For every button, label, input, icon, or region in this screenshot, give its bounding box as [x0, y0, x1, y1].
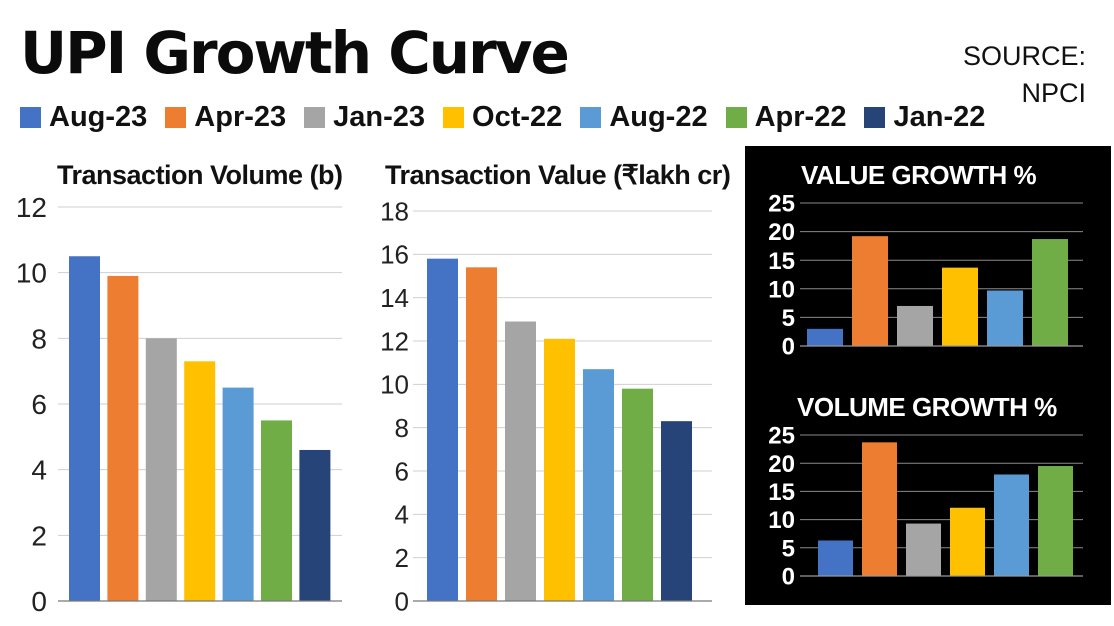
y-tick-label: 5	[782, 305, 795, 332]
bar	[622, 388, 653, 601]
y-tick-label: 4	[31, 455, 47, 486]
bar	[987, 290, 1023, 346]
legend-label: Aug-23	[49, 101, 148, 133]
y-tick-label: 12	[380, 326, 409, 356]
legend-label: Apr-23	[194, 101, 287, 133]
source-note: SOURCE: NPCI	[963, 38, 1086, 113]
legend-item: Aug-22	[580, 101, 708, 134]
y-tick-label: 15	[768, 479, 795, 506]
volume-chart-title: Transaction Volume (b)	[57, 160, 343, 190]
y-tick-label: 20	[768, 451, 795, 478]
legend-item: Jan-23	[304, 101, 425, 134]
bar	[994, 474, 1029, 576]
bar	[807, 328, 843, 346]
y-tick-label: 0	[395, 586, 409, 616]
y-tick-label: 4	[395, 500, 409, 530]
transaction-volume-chart: 0 2 4 6 8 10 12	[16, 192, 342, 617]
bar	[544, 338, 575, 601]
legend-label: Apr-22	[754, 101, 847, 133]
y-tick-label: 10	[768, 276, 795, 303]
legend-swatch	[580, 107, 602, 128]
legend-swatch	[864, 107, 886, 128]
bar	[69, 256, 100, 601]
y-tick-label: 16	[380, 240, 409, 270]
value-chart-title: Transaction Value (₹lakh cr)	[385, 160, 731, 190]
bar	[1032, 239, 1068, 346]
y-tick-label: 10	[380, 370, 409, 400]
legend-label: Jan-22	[893, 101, 986, 133]
y-tick-label: 14	[380, 283, 409, 313]
legend-swatch	[165, 107, 187, 128]
legend-label: Aug-22	[609, 101, 708, 133]
bar	[583, 369, 614, 601]
legend-item: Apr-22	[725, 101, 847, 134]
value-growth-title: VALUE GROWTH %	[801, 160, 1037, 190]
y-tick-label: 12	[16, 192, 47, 223]
transaction-value-chart: 0 2 4 6 8 10 12 14 16 18	[380, 196, 712, 616]
bar	[107, 275, 139, 601]
y-tick-label: 10	[16, 258, 47, 289]
source-label: SOURCE:	[962, 41, 1086, 71]
legend-item: Jan-22	[864, 101, 985, 134]
y-tick-label: 2	[31, 520, 47, 551]
page-title: UPI Growth Curve	[20, 19, 570, 87]
bar	[145, 338, 177, 601]
bar	[862, 442, 897, 576]
legend-swatch	[304, 107, 326, 128]
bar	[906, 523, 941, 576]
bar	[184, 361, 216, 601]
y-tick-label: 20	[768, 219, 795, 246]
bar	[942, 267, 978, 346]
y-tick-label: 0	[782, 334, 795, 361]
y-tick-label: 18	[380, 196, 409, 226]
source-name: NPCI	[1021, 78, 1086, 109]
legend-swatch	[20, 107, 41, 128]
bar	[1038, 466, 1073, 576]
bar	[897, 305, 933, 346]
legend-item: Aug-23	[20, 101, 147, 134]
y-tick-label: 25	[768, 423, 795, 450]
bar	[818, 540, 853, 576]
y-tick-label: 6	[395, 456, 409, 486]
bar	[661, 421, 692, 601]
bar	[950, 507, 985, 576]
bar	[427, 258, 458, 601]
y-tick-label: 0	[31, 586, 47, 617]
legend-item: Apr-23	[165, 101, 286, 134]
bar	[299, 449, 331, 601]
y-tick-label: 2	[395, 543, 409, 573]
y-tick-label: 8	[395, 413, 409, 443]
legend-label: Oct-22	[472, 101, 563, 133]
bar	[505, 321, 536, 601]
legend-swatch	[725, 107, 747, 128]
y-tick-label: 0	[782, 564, 795, 591]
legend: Aug-23 Apr-23 Jan-23 Oct-22 Aug-22 Apr-2…	[20, 101, 1003, 134]
y-tick-label: 5	[782, 535, 795, 562]
bar	[222, 387, 254, 601]
y-tick-label: 8	[31, 323, 47, 354]
bar	[852, 236, 888, 346]
y-tick-label: 10	[768, 507, 795, 534]
growth-panel: VALUE GROWTH % 0 5 10 15 20 25 VOLUME GROWTH …	[745, 146, 1111, 605]
legend-item: Oct-22	[443, 101, 562, 134]
y-tick-label: 15	[768, 248, 795, 275]
y-tick-label: 6	[31, 389, 47, 420]
legend-swatch	[443, 107, 465, 128]
volume-growth-title: VOLUME GROWTH %	[797, 392, 1057, 422]
legend-label: Jan-23	[333, 101, 426, 133]
y-tick-label: 25	[768, 191, 795, 218]
bar	[261, 420, 292, 601]
bar	[466, 267, 497, 601]
